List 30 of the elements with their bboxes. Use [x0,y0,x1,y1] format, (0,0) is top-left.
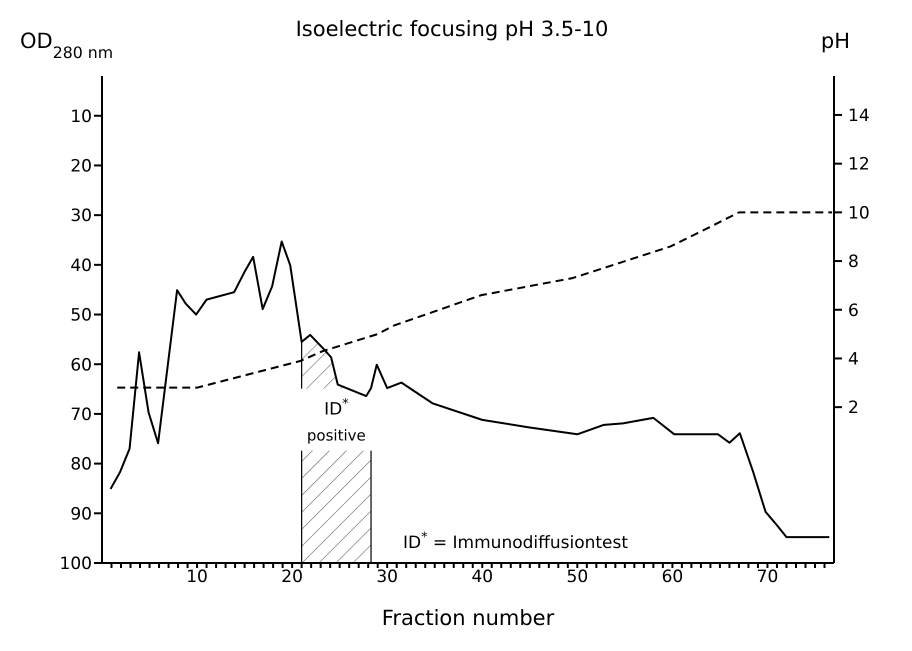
y-tick-label: 30 [70,206,92,226]
y-tick-label: 90 [70,504,92,524]
x-tick-label: 10 [186,567,208,588]
x-tick-label: 20 [281,567,303,588]
x-axis-title: Fraction number [382,606,555,630]
text: ID$^{*}$ positive [306,396,366,445]
chart-title: Isoelectric focusing pH 3.5-10 [296,17,608,41]
y-tick-label: 70 [70,404,92,425]
x-tick-label: 40 [471,567,494,588]
y2-tick-label: 10 [848,203,870,224]
y2-tick-label: 12 [848,154,870,175]
annotation: ID$^{*}$ = Immunodiffusiontest [403,530,628,553]
y-tick-label: 20 [70,156,92,176]
y2-tick-label: 2 [848,398,859,418]
x-tick-label: 70 [756,567,778,588]
y-tick-label: 60 [70,355,92,376]
x-tick-label: 60 [662,567,684,588]
y-tick-label: 100 [60,554,92,574]
y-tick-label: 40 [70,256,92,276]
y2-tick-label: 4 [848,349,859,370]
y2-tick-label: 14 [848,106,870,126]
y-tick-label: 50 [70,306,92,326]
x-tick-label: 50 [566,567,588,588]
y-tick-label: 80 [70,454,92,475]
y2-tick-label: 6 [848,300,859,321]
y2-tick-label: 8 [848,252,859,272]
y-tick-label: 10 [70,106,92,127]
x-tick-label: 30 [376,567,398,588]
y-axis-title: OD$_{280 nm}$ [20,29,114,62]
y2-axis-title: pH [820,29,850,53]
